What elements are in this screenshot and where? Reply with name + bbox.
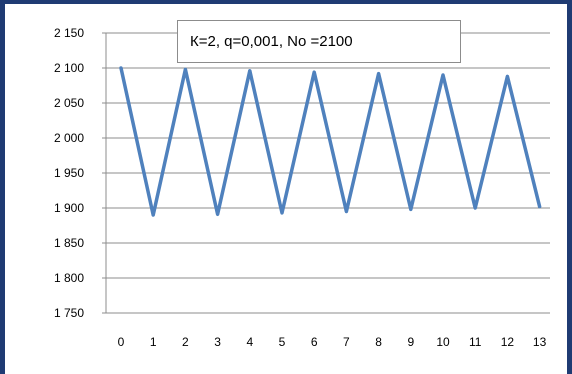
x-tick-label: 5 <box>279 335 286 349</box>
x-tick-label: 11 <box>469 335 482 349</box>
data-point <box>248 69 252 73</box>
data-point <box>344 210 348 213</box>
data-point <box>312 70 316 74</box>
series-layer <box>119 66 542 217</box>
y-tick-label: 1 950 <box>54 166 84 180</box>
x-tick-label: 0 <box>118 335 125 349</box>
x-tick-label: 12 <box>501 335 515 349</box>
data-point <box>280 211 284 215</box>
y-tick-labels: 1 750 1 800 1 850 1 900 1 950 2 000 2 050 2 100… <box>54 26 84 320</box>
x-tick-label: 9 <box>407 335 414 349</box>
data-point <box>538 205 542 209</box>
y-tick-label: 1 800 <box>54 271 84 285</box>
x-tick-label: 8 <box>375 335 382 349</box>
x-tick-label: 2 <box>182 335 189 349</box>
y-tick-label: 2 100 <box>54 61 84 75</box>
data-point <box>119 66 123 70</box>
data-point <box>216 212 220 216</box>
x-tick-label: 7 <box>343 335 350 349</box>
data-point <box>151 213 155 217</box>
y-tick-label: 1 750 <box>54 306 84 320</box>
series-line <box>119 66 542 217</box>
x-tick-label: 6 <box>311 335 318 349</box>
x-tick-label: 13 <box>533 335 547 349</box>
x-tick-label: 4 <box>246 335 253 349</box>
data-point <box>377 72 381 76</box>
data-point <box>409 207 413 211</box>
y-tick-label: 2 000 <box>54 131 84 145</box>
axes <box>102 32 107 314</box>
data-point <box>183 67 187 71</box>
data-point <box>505 74 509 78</box>
annotation-box: К=2, q=0,001, No =2100 <box>177 20 461 63</box>
data-point <box>473 206 477 210</box>
x-tick-label: 10 <box>436 335 450 349</box>
data-point <box>441 73 445 77</box>
x-tick-label: 3 <box>214 335 221 349</box>
y-tick-label: 1 900 <box>54 201 84 215</box>
x-tick-labels: 0 1 2 3 4 5 6 7 8 9 10 11 12 13 <box>118 335 547 349</box>
y-tick-label: 2 050 <box>54 96 84 110</box>
y-tick-label: 2 150 <box>54 26 84 40</box>
annotation-text: К=2, q=0,001, No =2100 <box>190 33 353 50</box>
chart-area <box>15 14 567 368</box>
y-tick-label: 1 850 <box>54 236 84 250</box>
x-tick-label: 1 <box>150 335 157 349</box>
